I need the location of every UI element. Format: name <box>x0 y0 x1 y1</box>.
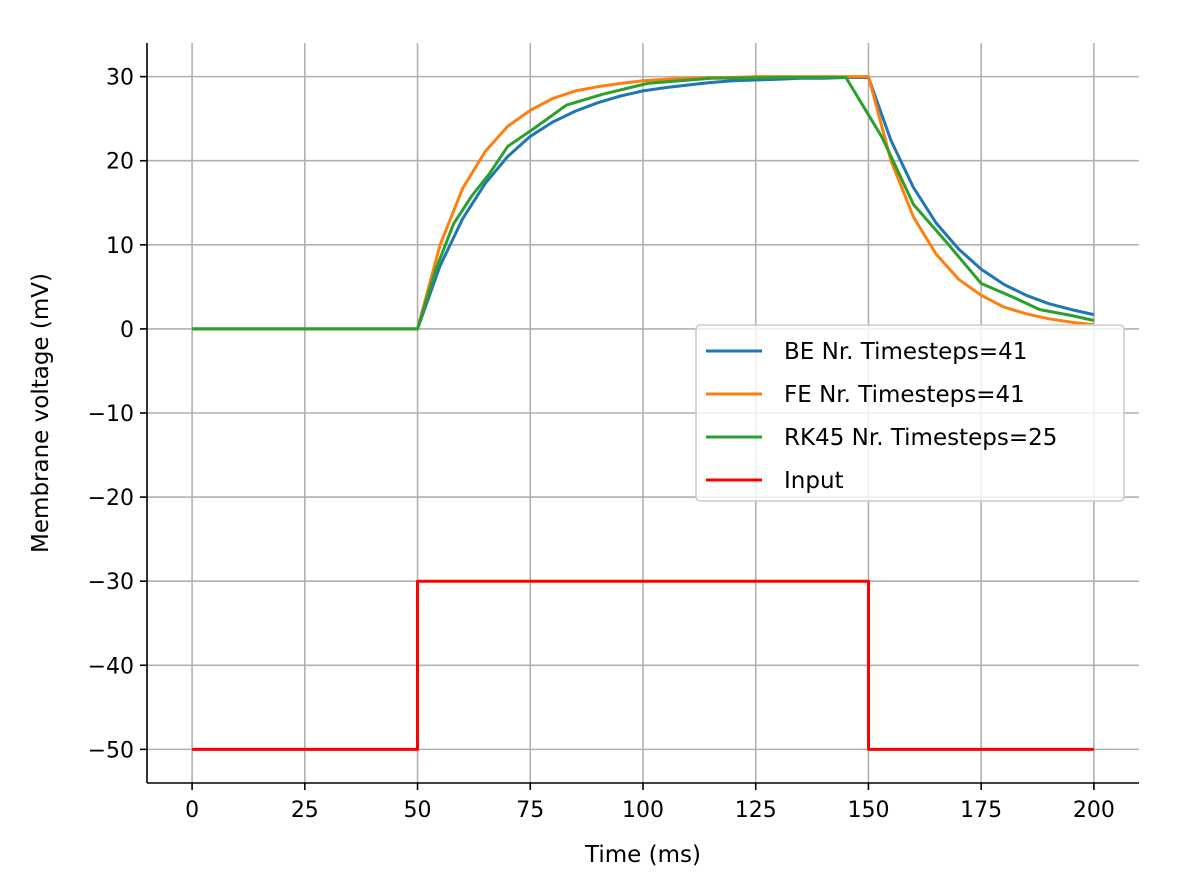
legend-box <box>695 324 1125 502</box>
y-tick-label: −30 <box>88 570 134 595</box>
y-axis-label: Membrane voltage (mV) <box>28 273 54 553</box>
y-tick-label: 10 <box>106 234 134 259</box>
legend-label: FE Nr. Timesteps=41 <box>784 382 1025 408</box>
x-tick-label: 100 <box>622 798 664 823</box>
x-tick-label: 175 <box>960 798 1002 823</box>
y-tick-label: −10 <box>88 402 134 427</box>
x-axis-label: Time (ms) <box>584 842 701 868</box>
x-tick-label: 25 <box>291 798 319 823</box>
y-tick-label: −20 <box>88 486 134 511</box>
y-tick-label: 30 <box>106 66 134 91</box>
x-tick-label: 75 <box>516 798 544 823</box>
series-lines <box>192 75 1095 751</box>
legend-label: BE Nr. Timesteps=41 <box>784 339 1027 365</box>
x-tick-label: 50 <box>404 798 432 823</box>
series-line-3 <box>192 76 1095 331</box>
x-tick-label: 0 <box>185 798 199 823</box>
legend-label: Input <box>784 468 844 494</box>
legend: BE Nr. Timesteps=41 FE Nr. Timesteps=41 RK… <box>695 324 1125 502</box>
y-tick-label: 20 <box>106 150 134 175</box>
legend-label: RK45 Nr. Timesteps=25 <box>784 425 1057 451</box>
y-tick-label: 0 <box>120 318 134 343</box>
y-tick-label: −50 <box>88 738 134 763</box>
x-tick-label: 150 <box>847 798 889 823</box>
x-tick-label: 200 <box>1073 798 1115 823</box>
y-tick-label: −40 <box>88 654 134 679</box>
ticks: 0 25 50 75 100 125 150 175 2003020100−10−20−30−4… <box>88 66 1115 823</box>
series-line-4 <box>192 579 1094 751</box>
x-tick-label: 125 <box>735 798 777 823</box>
